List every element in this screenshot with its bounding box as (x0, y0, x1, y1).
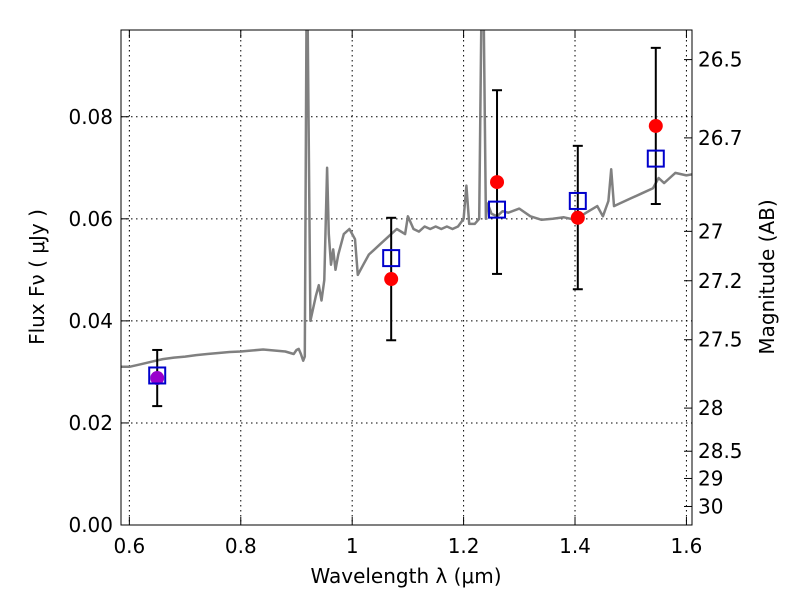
ticks (121, 30, 692, 526)
observed-points-layer (150, 118, 663, 386)
mag-tick-label: 28 (698, 396, 723, 420)
observed-point (490, 175, 505, 190)
synthetic-point (568, 191, 587, 210)
synthetic-point (488, 200, 507, 219)
x-axis-label: Wavelength λ (μm) (310, 564, 501, 588)
observed-point (384, 272, 399, 287)
y-tick-label: 0.06 (68, 207, 113, 231)
y-axis-label: Flux Fν ( μJy ) (25, 209, 49, 345)
mag-tick-label: 27.2 (698, 269, 743, 293)
synthetic-point (148, 366, 167, 385)
mag-tick-label: 28.5 (698, 439, 743, 463)
y-tick-label: 0.02 (68, 411, 113, 435)
observed-point (150, 371, 165, 386)
mag-tick-label: 27 (698, 219, 723, 243)
y-tick-label: 0.00 (68, 513, 113, 537)
observed-point (648, 118, 663, 133)
x-tick-label: 1.4 (559, 534, 591, 558)
x-tick-label: 0.8 (225, 534, 257, 558)
x-tick-label: 1.2 (448, 534, 480, 558)
y-tick-labels: 0.00 0.02 0.04 0.06 0.08 (68, 105, 113, 537)
magnitude-tick-labels: 26.5 26.7 27 27.2 27.5 28 28.5 29 30 (698, 48, 743, 519)
synthetic-point (382, 249, 401, 268)
observed-point (570, 210, 585, 225)
x-tick-label: 1 (346, 534, 359, 558)
synthetic-point (646, 149, 665, 168)
y-tick-label: 0.04 (68, 309, 113, 333)
model-spectrum-layer (121, 30, 692, 369)
x-tick-labels: 0.6 0.8 1 1.2 1.4 1.6 (113, 534, 702, 558)
mag-tick-label: 26.7 (698, 126, 743, 150)
x-tick-label: 1.6 (671, 534, 703, 558)
plot-frame (120, 29, 693, 526)
mag-tick-label: 29 (698, 466, 723, 490)
synthetic-points-layer (148, 149, 665, 385)
mag-tick-label: 26.5 (698, 48, 743, 72)
model-spectrum-line (121, 30, 692, 369)
x-tick-label: 0.6 (113, 534, 145, 558)
y2-axis-label: Magnitude (AB) (755, 199, 779, 354)
mag-tick-label: 27.5 (698, 328, 743, 352)
mag-tick-label: 30 (698, 494, 723, 518)
y-tick-label: 0.08 (68, 105, 113, 129)
